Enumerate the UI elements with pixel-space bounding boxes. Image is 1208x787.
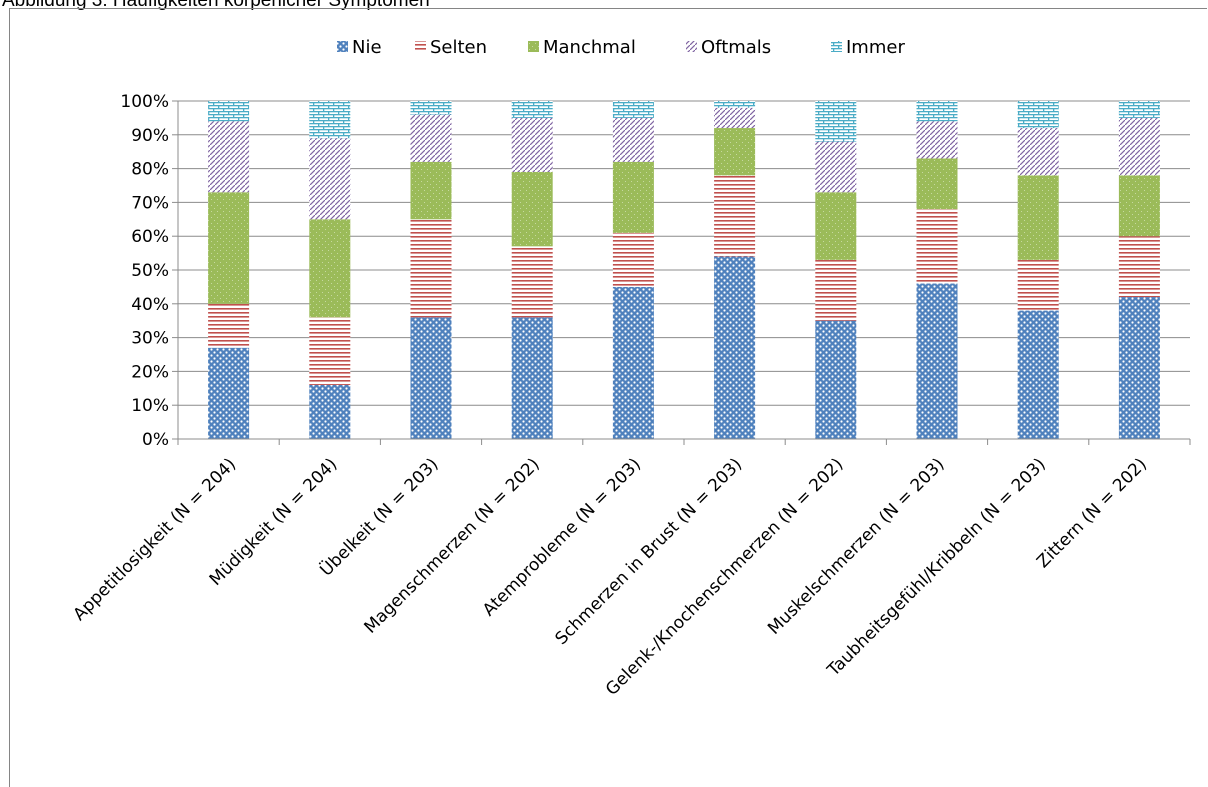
- bar-segment-nie: [612, 286, 654, 439]
- axes: [172, 100, 1191, 445]
- bar-segment-nie: [815, 320, 857, 439]
- y-tick-label: 100%: [120, 92, 169, 112]
- bar-segment-manchmal: [410, 161, 452, 220]
- legend-item-selten: Selten: [415, 37, 487, 58]
- figure-caption: Abbildung 3: Häufigkeiten körperlicher S…: [2, 0, 430, 11]
- y-tick-label: 40%: [131, 295, 169, 315]
- bar-segment-manchmal: [309, 219, 351, 318]
- legend-item-immer: Immer: [831, 37, 905, 58]
- x-tick-labels: Appetitlosigkeit (N = 204)Müdigkeit (N =…: [70, 453, 1151, 700]
- bar-segment-immer: [1017, 101, 1059, 129]
- legend-label: Nie: [352, 37, 382, 58]
- bar-segment-immer: [1118, 101, 1160, 118]
- legend-swatch: [337, 41, 348, 52]
- bar-segment-nie: [208, 347, 250, 439]
- bar-segment-immer: [815, 101, 857, 142]
- bar-segment-oftmals: [916, 121, 958, 159]
- bar-segment-nie: [1017, 310, 1059, 439]
- bar-segment-selten: [916, 209, 958, 284]
- bar-segment-oftmals: [511, 117, 553, 172]
- x-tick-label: Zittern (N = 202): [1033, 454, 1151, 572]
- bar-segment-oftmals: [208, 121, 250, 193]
- bar-segment-immer: [208, 101, 250, 122]
- x-tick-label: Appetitlosigkeit (N = 204): [70, 454, 241, 625]
- y-tick-label: 70%: [131, 193, 169, 213]
- bar-segment-oftmals: [410, 114, 452, 162]
- legend-label: Oftmals: [701, 37, 771, 58]
- bar-segment-selten: [1017, 259, 1059, 311]
- bar-segment-immer: [410, 101, 452, 115]
- bar-segment-immer: [309, 101, 351, 139]
- bar-segment-nie: [916, 283, 958, 439]
- x-tick-label: Taubheitsgefühl/Kribbeln (N = 203): [823, 454, 1050, 681]
- y-tick-label: 90%: [131, 126, 169, 146]
- x-tick-label: Muskelschmerzen (N = 203): [764, 454, 948, 638]
- bar-segment-oftmals: [309, 138, 351, 220]
- legend-item-manchmal: Manchmal: [528, 37, 636, 58]
- legend-swatch: [415, 41, 426, 52]
- bar-segment-manchmal: [916, 158, 958, 210]
- y-tick-label: 50%: [131, 261, 169, 281]
- bar-segment-selten: [714, 175, 756, 257]
- legend-item-nie: Nie: [337, 37, 382, 58]
- bar-segment-immer: [511, 101, 553, 118]
- legend-label: Manchmal: [543, 37, 636, 58]
- bar-segment-oftmals: [1017, 128, 1059, 176]
- x-tick-label: Schmerzen in Brust (N = 203): [552, 454, 747, 649]
- y-tick-label: 80%: [131, 160, 169, 180]
- bar-segment-selten: [612, 232, 654, 287]
- bar-segment-selten: [511, 246, 553, 318]
- legend: Nie Selten Manchmal Oftmals Immer: [337, 37, 905, 58]
- bar-segment-manchmal: [815, 192, 857, 260]
- bar-segment-manchmal: [208, 192, 250, 304]
- bar-segment-manchmal: [714, 128, 756, 176]
- y-tick-labels: 0% 10% 20% 30% 40% 50% 60% 70% 80% 90% 100%: [120, 92, 169, 450]
- bar-segment-selten: [1118, 236, 1160, 298]
- bar-segment-immer: [916, 101, 958, 122]
- x-tick-label: Magenschmerzen (N = 202): [360, 454, 543, 637]
- legend-swatch: [831, 41, 842, 52]
- bar-segment-selten: [208, 303, 250, 348]
- y-tick-label: 10%: [131, 396, 169, 416]
- bar-segment-nie: [1118, 297, 1160, 439]
- bar-segment-oftmals: [612, 117, 654, 162]
- bar-segment-selten: [410, 219, 452, 318]
- legend-label: Immer: [846, 37, 905, 58]
- legend-swatch: [686, 41, 697, 52]
- bar-segment-nie: [410, 317, 452, 439]
- bar-segment-manchmal: [1118, 175, 1160, 237]
- bar-segment-nie: [714, 256, 756, 439]
- y-tick-label: 30%: [131, 329, 169, 349]
- legend-item-oftmals: Oftmals: [686, 37, 771, 58]
- legend-swatch: [528, 41, 539, 52]
- chart-frame: [9, 8, 1207, 787]
- bar-segment-manchmal: [1017, 175, 1059, 260]
- bar-segment-manchmal: [511, 171, 553, 247]
- bar-segment-oftmals: [714, 107, 756, 129]
- bar-segment-selten: [309, 317, 351, 385]
- bar-segment-nie: [309, 384, 351, 439]
- bar-segment-manchmal: [612, 161, 654, 233]
- bar-segment-immer: [714, 101, 756, 108]
- bar-segment-oftmals: [1118, 117, 1160, 176]
- bar-segment-nie: [511, 317, 553, 439]
- legend-label: Selten: [430, 37, 487, 58]
- y-tick-label: 20%: [131, 362, 169, 382]
- bar-segment-immer: [612, 101, 654, 118]
- y-tick-label: 60%: [131, 227, 169, 247]
- bars: [208, 101, 1160, 439]
- y-tick-label: 0%: [142, 430, 169, 450]
- bar-segment-oftmals: [815, 141, 857, 193]
- bar-segment-selten: [815, 259, 857, 321]
